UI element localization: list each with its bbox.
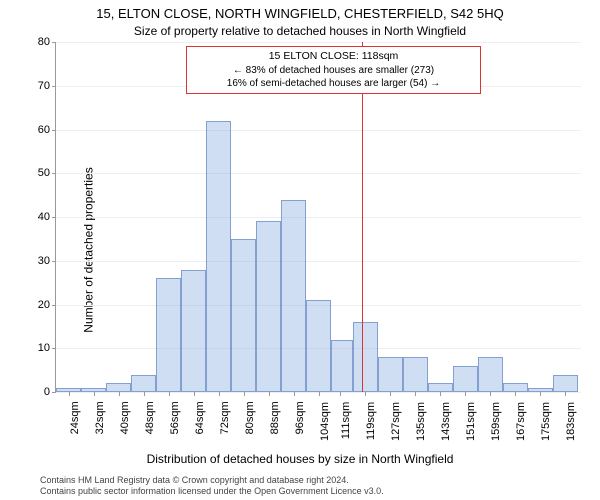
bar [453,366,478,392]
chart-title-line2: Size of property relative to detached ho… [0,24,600,38]
y-tick-label: 70 [38,80,56,92]
bar [428,383,453,392]
x-tick-label: 64sqm [194,401,206,434]
gridline [56,261,581,262]
marker-line [362,42,363,392]
y-tick-label: 10 [38,342,56,354]
bar [306,300,331,392]
y-tick-label: 0 [44,386,56,398]
chart-container: 15, ELTON CLOSE, NORTH WINGFIELD, CHESTE… [0,0,600,500]
bar [331,340,353,393]
y-tick-label: 40 [38,211,56,223]
x-tick-label: 119sqm [365,402,377,440]
license-line1: Contains HM Land Registry data © Crown c… [40,475,590,486]
bar [403,357,428,392]
bar [131,375,156,393]
bar [553,375,578,393]
gridline [56,42,581,43]
x-tick-label: 111sqm [340,402,352,440]
x-tick-label: 80sqm [244,401,256,434]
bar [503,383,528,392]
x-tick-label: 135sqm [415,402,427,441]
x-tick-label: 40sqm [119,401,131,434]
x-tick-label: 127sqm [390,402,402,441]
license-line2: Contains public sector information licen… [40,486,590,497]
x-tick-label: 32sqm [94,401,106,434]
chart-title-line1: 15, ELTON CLOSE, NORTH WINGFIELD, CHESTE… [0,6,600,21]
bar [378,357,403,392]
x-tick-label: 104sqm [319,402,331,441]
y-tick-label: 80 [38,36,56,48]
y-tick-label: 50 [38,167,56,179]
y-tick-label: 30 [38,255,56,267]
bar [181,270,206,393]
x-tick-label: 183sqm [565,402,577,441]
x-tick-label: 167sqm [515,402,527,441]
bar [256,221,281,392]
annotation-line2: ← 83% of detached houses are smaller (27… [193,64,474,77]
y-tick-label: 20 [38,299,56,311]
gridline [56,130,581,131]
bar [281,200,306,393]
x-tick-label: 159sqm [490,402,502,441]
gridline [56,173,581,174]
x-tick-label: 88sqm [269,401,281,434]
bar [156,278,181,392]
annotation-line1: 15 ELTON CLOSE: 118sqm [193,50,474,64]
annotation-line3: 16% of semi-detached houses are larger (… [193,77,474,90]
x-tick-label: 72sqm [219,401,231,434]
gridline [56,217,581,218]
bar [206,121,231,392]
x-tick-label: 143sqm [440,402,452,441]
x-tick-label: 151sqm [465,402,477,441]
license-text: Contains HM Land Registry data © Crown c… [40,475,590,497]
x-tick-label: 56sqm [169,401,181,434]
plot-area: 01020304050607080 24sqm32sqm40sqm48sqm56… [55,42,581,393]
y-tick-label: 60 [38,124,56,136]
x-tick-label: 48sqm [144,401,156,434]
bar [106,383,131,392]
bar [478,357,503,392]
x-axis-label: Distribution of detached houses by size … [0,452,600,466]
annotation-box: 15 ELTON CLOSE: 118sqm ← 83% of detached… [186,46,481,94]
x-tick-label: 24sqm [69,401,81,434]
bar [231,239,256,392]
x-tick-label: 175sqm [540,402,552,441]
x-tick-label: 96sqm [294,401,306,434]
bar [353,322,378,392]
